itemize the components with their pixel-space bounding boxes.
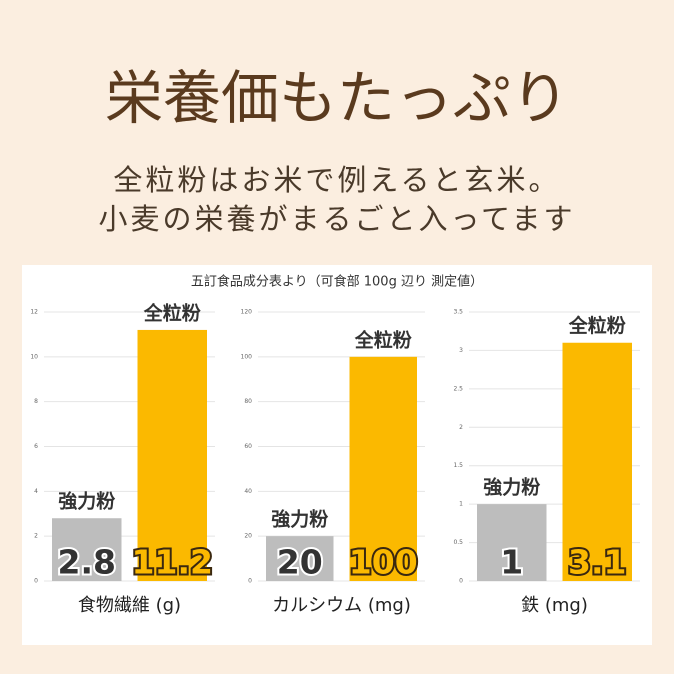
value-label: 11.2 xyxy=(132,543,213,582)
category-label: 全粒粉 xyxy=(354,328,412,351)
y-tick-label: 1 xyxy=(459,501,463,508)
x-axis-label: 鉄 (mg) xyxy=(521,595,588,616)
y-tick-label: 80 xyxy=(244,398,252,405)
y-tick-label: 20 xyxy=(244,533,252,540)
bar xyxy=(266,536,334,581)
bar xyxy=(477,504,547,581)
bar xyxy=(349,356,417,581)
value-label: 100 xyxy=(349,543,418,582)
y-tick-label: 12 xyxy=(30,309,38,316)
y-tick-label: 2 xyxy=(34,533,38,540)
y-tick-label: 4 xyxy=(34,488,38,495)
y-tick-label: 120 xyxy=(241,309,253,316)
title: 栄養価もたっぷり xyxy=(105,64,569,132)
category-label: 強力粉 xyxy=(271,508,328,531)
x-axis-label: カルシウム (mg) xyxy=(272,595,411,616)
bar xyxy=(52,518,122,581)
bar xyxy=(137,329,207,581)
value-label: 2.8 xyxy=(58,543,116,582)
y-tick-label: 3.5 xyxy=(453,309,463,316)
category-label: 全粒粉 xyxy=(568,314,626,337)
y-tick-label: 40 xyxy=(244,488,252,495)
value-label: 3.1 xyxy=(568,543,626,582)
y-tick-label: 2.5 xyxy=(453,385,463,392)
y-tick-label: 10 xyxy=(30,353,38,360)
category-label: 強力粉 xyxy=(483,476,540,499)
x-axis-label: 食物繊維 (g) xyxy=(78,595,181,616)
y-tick-label: 0 xyxy=(34,578,38,585)
y-tick-label: 3 xyxy=(459,347,463,354)
y-tick-label: 60 xyxy=(244,443,252,450)
chart-panel xyxy=(22,265,652,645)
value-label: 20 xyxy=(277,543,323,582)
y-tick-label: 0.5 xyxy=(453,539,463,546)
y-tick-label: 1.5 xyxy=(453,462,463,469)
bar xyxy=(562,342,632,581)
category-label: 全粒粉 xyxy=(143,301,201,324)
category-label: 強力粉 xyxy=(58,490,115,513)
subtitle: 小麦の栄養がまるごと入ってます xyxy=(98,202,575,236)
source-note: 五訂食品成分表より（可食部 100g 辺り 測定値） xyxy=(191,274,483,290)
y-tick-label: 6 xyxy=(34,443,38,450)
y-tick-label: 0 xyxy=(248,578,252,585)
value-label: 1 xyxy=(500,543,523,582)
y-tick-label: 8 xyxy=(34,398,38,405)
y-tick-label: 2 xyxy=(459,424,463,431)
y-tick-label: 0 xyxy=(459,578,463,585)
y-tick-label: 100 xyxy=(241,353,253,360)
subtitle: 全粒粉はお米で例えると玄米。 xyxy=(113,163,560,197)
